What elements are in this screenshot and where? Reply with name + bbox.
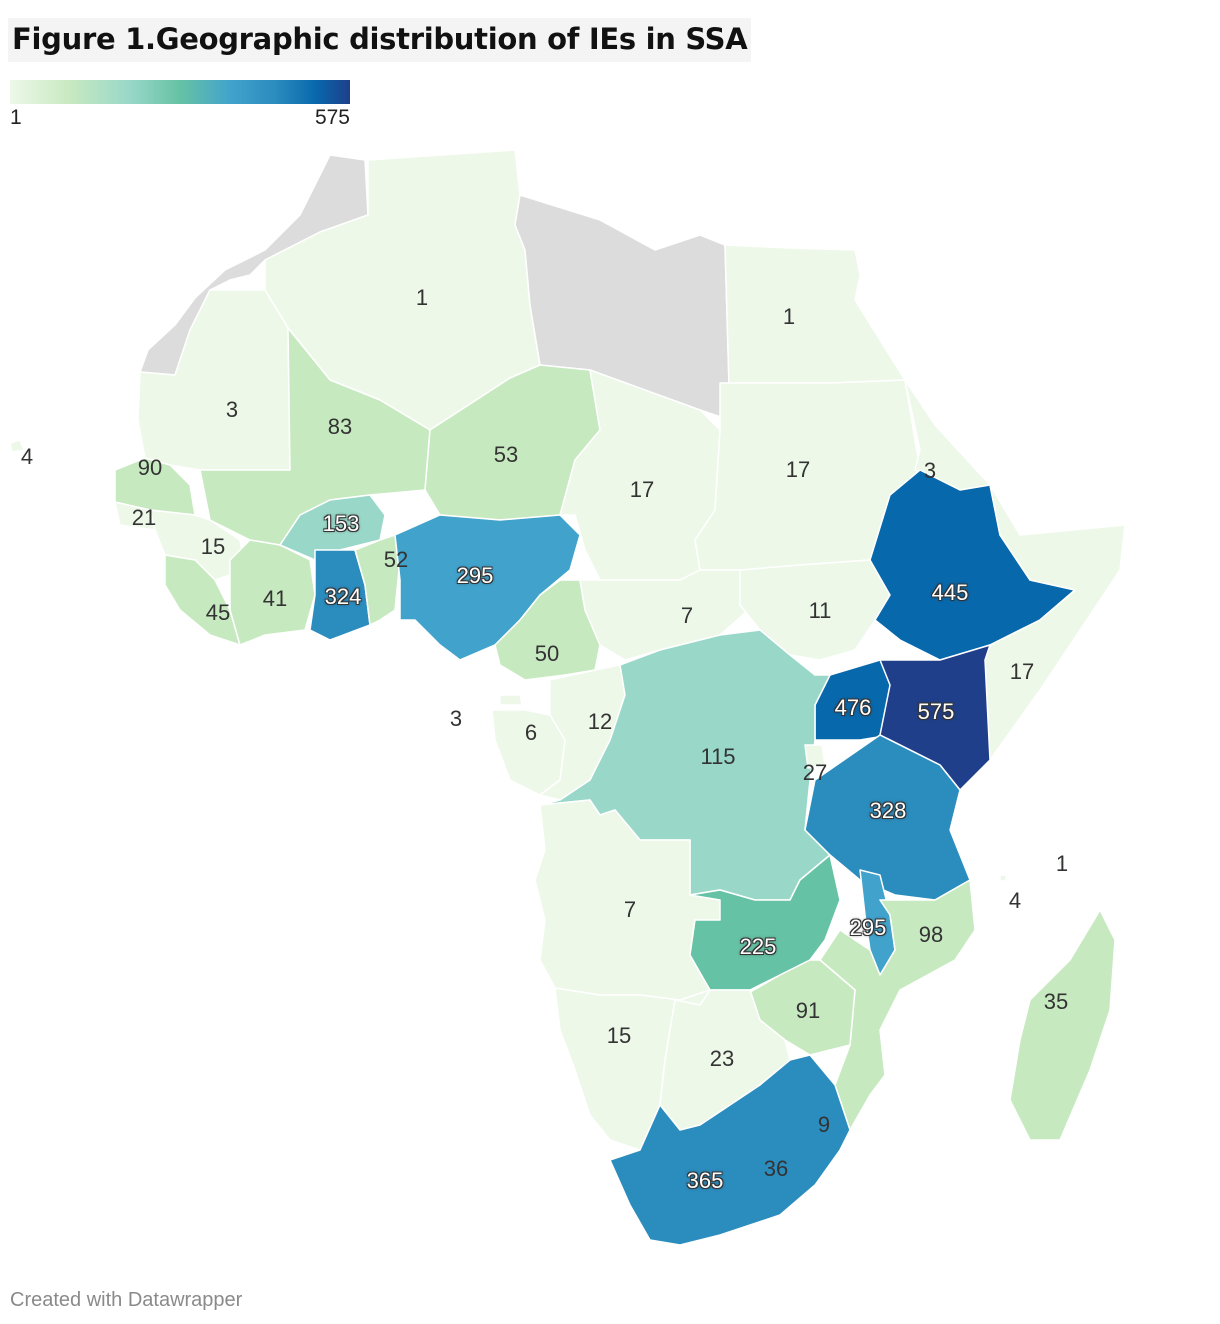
value-label-burkina-faso: 153 — [322, 511, 360, 536]
value-label-tanzania: 328 — [869, 798, 907, 823]
value-label-somalia: 17 — [1009, 659, 1035, 684]
value-label-south-sudan: 11 — [808, 598, 832, 623]
value-label-uganda: 476 — [834, 695, 872, 720]
country-cote-divoire[interactable] — [229, 539, 316, 646]
country-madagascar[interactable] — [1009, 909, 1116, 1141]
value-label-mozambique: 98 — [918, 922, 944, 947]
country-rwanda[interactable] — [804, 744, 826, 769]
value-label-eswatini: 9 — [817, 1112, 831, 1137]
value-label-botswana: 23 — [709, 1046, 735, 1071]
value-label-cape-verde: 4 — [20, 444, 34, 469]
value-label-congo: 12 — [587, 709, 613, 734]
value-label-sierra-leone: 45 — [205, 600, 231, 625]
value-label-chad: 17 — [629, 477, 655, 502]
value-label-gabon: 6 — [524, 720, 538, 745]
africa-choropleth-map: 1 1 3 83 53 17 17 3 4 90 21 15 45 41 153 324 52 295 50 7 11 4… — [0, 140, 1220, 1270]
value-label-car: 7 — [680, 603, 694, 628]
value-label-guinea: 15 — [200, 534, 226, 559]
value-label-mali: 83 — [327, 414, 353, 439]
legend-gradient-bar — [10, 80, 350, 104]
legend-max-label: 575 — [314, 106, 350, 129]
value-label-egypt: 1 — [782, 304, 796, 329]
value-label-rwanda: 27 — [802, 760, 828, 785]
map-svg — [9, 149, 1126, 1246]
value-label-namibia: 15 — [606, 1023, 632, 1048]
country-mauritania[interactable] — [137, 289, 291, 471]
value-label-ethiopia: 445 — [931, 580, 969, 605]
country-kenya[interactable] — [879, 644, 991, 791]
value-label-mauritania: 3 — [225, 397, 239, 422]
value-label-algeria: 1 — [415, 285, 429, 310]
value-label-sudan: 17 — [785, 457, 811, 482]
value-label-guinea-bissau: 21 — [131, 505, 157, 530]
page-title: Figure 1.Geographic distribution of IEs … — [12, 22, 748, 56]
value-label-kenya: 575 — [917, 699, 955, 724]
value-label-senegal: 90 — [137, 455, 163, 480]
country-south-sudan[interactable] — [739, 559, 891, 661]
value-label-cameroon: 50 — [534, 641, 560, 666]
value-label-equatorial-guinea: 3 — [449, 706, 463, 731]
value-label-angola: 7 — [623, 897, 637, 922]
country-equatorial-guinea[interactable] — [499, 694, 523, 706]
value-label-comoros: 4 — [1008, 888, 1022, 913]
value-label-drc: 115 — [700, 744, 736, 769]
credit-footer: Created with Datawrapper — [10, 1289, 243, 1311]
country-car[interactable] — [579, 569, 761, 661]
value-label-lesotho: 36 — [763, 1156, 789, 1181]
value-label-togo-benin: 52 — [383, 547, 409, 572]
value-label-zimbabwe: 91 — [795, 998, 821, 1023]
country-cape-verde[interactable] — [9, 439, 25, 453]
color-legend: 1 575 — [10, 80, 350, 129]
value-label-ghana: 324 — [324, 584, 362, 609]
country-south-africa[interactable] — [609, 1054, 851, 1246]
value-label-madagascar: 35 — [1043, 989, 1069, 1014]
value-label-south-africa: 365 — [686, 1168, 724, 1193]
country-comoros[interactable] — [999, 874, 1007, 882]
value-label-malawi: 295 — [849, 915, 887, 940]
value-label-niger: 53 — [493, 442, 519, 467]
country-togo-benin[interactable] — [354, 534, 401, 626]
value-label-zambia: 225 — [739, 934, 777, 959]
title-box: Figure 1.Geographic distribution of IEs … — [8, 18, 752, 62]
legend-labels: 1 575 — [10, 104, 350, 129]
country-seychelles[interactable] — [1057, 859, 1065, 867]
legend-min-label: 1 — [10, 106, 22, 129]
value-label-cote-divoire: 41 — [262, 586, 288, 611]
value-label-nigeria: 295 — [456, 563, 494, 588]
value-label-eritrea: 3 — [923, 458, 937, 483]
value-label-seychelles: 1 — [1055, 851, 1069, 876]
